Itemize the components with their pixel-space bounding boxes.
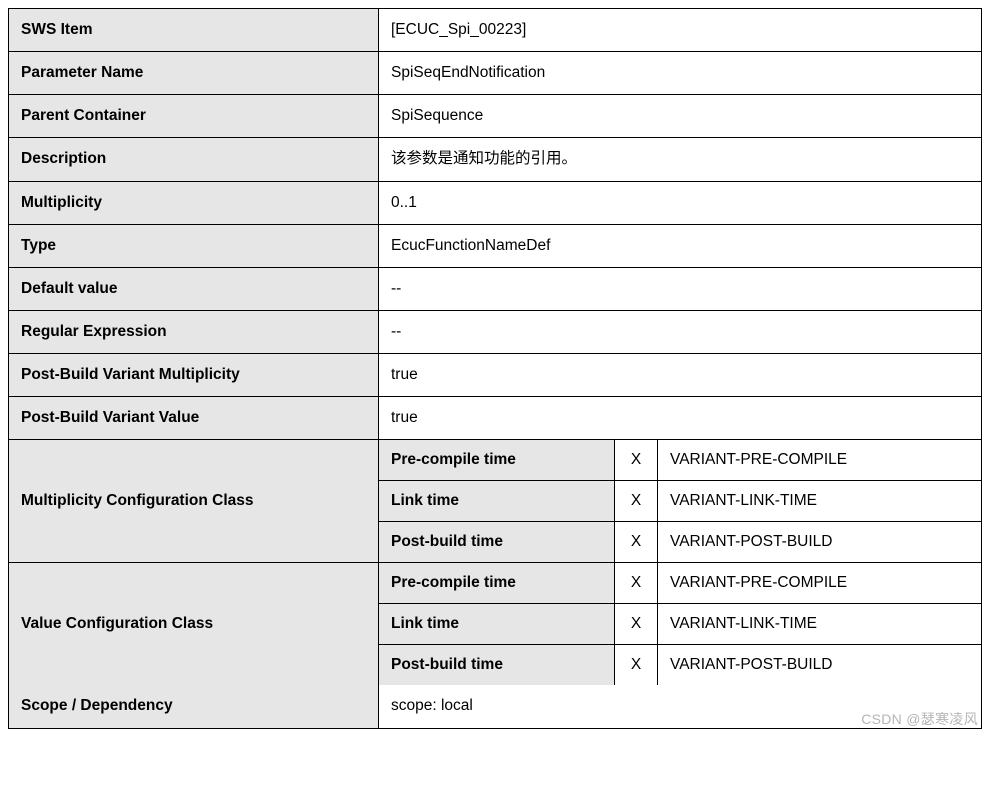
row-label: Parameter Name [9, 52, 379, 94]
table-row: Default value -- [9, 267, 981, 310]
row-label: Description [9, 138, 379, 180]
config-x: X [615, 604, 658, 644]
row-label: Regular Expression [9, 311, 379, 353]
config-group-label: Value Configuration Class [9, 563, 379, 685]
row-label: Multiplicity [9, 182, 379, 224]
row-value: [ECUC_Spi_00223] [379, 9, 981, 51]
config-sub-row: Post-build time X VARIANT-POST-BUILD [379, 644, 981, 685]
config-time: Post-build time [379, 645, 615, 685]
config-variant: VARIANT-LINK-TIME [658, 481, 981, 521]
config-sub-row: Link time X VARIANT-LINK-TIME [379, 480, 981, 521]
config-group-rows: Pre-compile time X VARIANT-PRE-COMPILE L… [379, 440, 981, 562]
row-value: scope: local [379, 685, 981, 727]
row-value: 该参数是通知功能的引用。 [379, 138, 981, 180]
config-x: X [615, 440, 658, 480]
config-sub-row: Pre-compile time X VARIANT-PRE-COMPILE [379, 563, 981, 603]
table-row: Regular Expression -- [9, 310, 981, 353]
config-group-rows: Pre-compile time X VARIANT-PRE-COMPILE L… [379, 563, 981, 685]
row-label: SWS Item [9, 9, 379, 51]
config-group-value: Value Configuration Class Pre-compile ti… [9, 562, 981, 685]
table-row-scope: Scope / Dependency scope: local [9, 685, 981, 727]
table-row: Description 该参数是通知功能的引用。 [9, 137, 981, 180]
row-value: 0..1 [379, 182, 981, 224]
row-label: Type [9, 225, 379, 267]
config-sub-row: Pre-compile time X VARIANT-PRE-COMPILE [379, 440, 981, 480]
row-value: SpiSequence [379, 95, 981, 137]
table-row: Post-Build Variant Multiplicity true [9, 353, 981, 396]
row-label: Post-Build Variant Multiplicity [9, 354, 379, 396]
table-row: Post-Build Variant Value true [9, 396, 981, 439]
config-variant: VARIANT-LINK-TIME [658, 604, 981, 644]
config-group-label: Multiplicity Configuration Class [9, 440, 379, 562]
row-value: SpiSeqEndNotification [379, 52, 981, 94]
table-row: Type EcucFunctionNameDef [9, 224, 981, 267]
config-variant: VARIANT-POST-BUILD [658, 645, 981, 685]
row-value: -- [379, 311, 981, 353]
config-time: Pre-compile time [379, 440, 615, 480]
table-row: Parent Container SpiSequence [9, 94, 981, 137]
row-label: Default value [9, 268, 379, 310]
config-x: X [615, 645, 658, 685]
config-sub-row: Link time X VARIANT-LINK-TIME [379, 603, 981, 644]
row-label: Parent Container [9, 95, 379, 137]
config-time: Post-build time [379, 522, 615, 562]
config-x: X [615, 563, 658, 603]
row-value: true [379, 354, 981, 396]
config-sub-row: Post-build time X VARIANT-POST-BUILD [379, 521, 981, 562]
table-row: Multiplicity 0..1 [9, 181, 981, 224]
table-row: Parameter Name SpiSeqEndNotification [9, 51, 981, 94]
config-time: Link time [379, 481, 615, 521]
row-value: true [379, 397, 981, 439]
config-x: X [615, 481, 658, 521]
config-variant: VARIANT-POST-BUILD [658, 522, 981, 562]
table-row: SWS Item [ECUC_Spi_00223] [9, 9, 981, 51]
config-group-multiplicity: Multiplicity Configuration Class Pre-com… [9, 439, 981, 562]
parameter-table: SWS Item [ECUC_Spi_00223] Parameter Name… [8, 8, 982, 729]
config-x: X [615, 522, 658, 562]
config-time: Link time [379, 604, 615, 644]
config-variant: VARIANT-PRE-COMPILE [658, 563, 981, 603]
config-variant: VARIANT-PRE-COMPILE [658, 440, 981, 480]
config-time: Pre-compile time [379, 563, 615, 603]
row-label: Scope / Dependency [9, 685, 379, 727]
row-value: -- [379, 268, 981, 310]
row-value: EcucFunctionNameDef [379, 225, 981, 267]
row-label: Post-Build Variant Value [9, 397, 379, 439]
